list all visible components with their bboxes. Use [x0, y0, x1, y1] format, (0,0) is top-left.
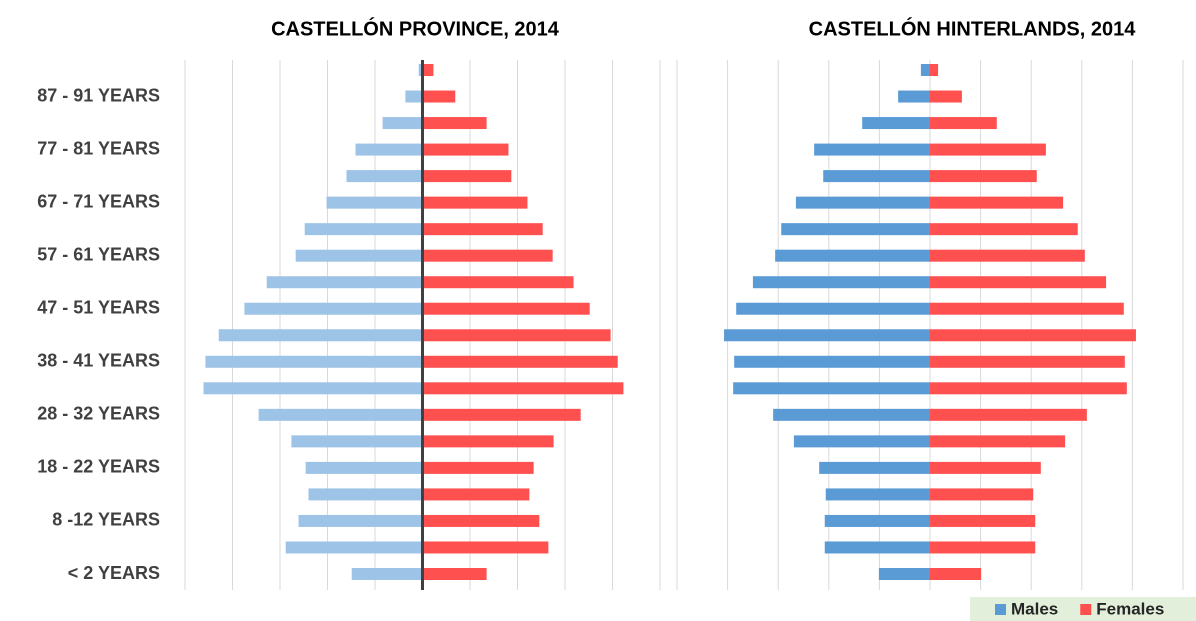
bar — [920, 64, 930, 76]
bar — [736, 302, 930, 315]
bar — [773, 408, 930, 421]
bar — [244, 302, 423, 315]
chart-title: CASTELLÓN PROVINCE, 2014 — [271, 16, 560, 40]
bar — [734, 355, 930, 368]
bar — [205, 355, 423, 368]
bar — [422, 541, 549, 554]
bar — [898, 90, 930, 103]
y-tick-label: 38 - 41 YEARS — [37, 351, 160, 371]
y-tick-label: < 2 YEARS — [68, 563, 160, 583]
bar — [824, 514, 930, 527]
bar — [930, 302, 1124, 315]
bar — [930, 223, 1078, 236]
bar — [930, 541, 1036, 554]
bar — [930, 355, 1125, 368]
bar — [285, 541, 423, 554]
bar — [422, 276, 574, 289]
bar — [382, 117, 423, 130]
bar — [781, 223, 930, 236]
y-tick-label: 18 - 22 YEARS — [37, 457, 160, 477]
bar — [422, 408, 581, 421]
bar — [422, 435, 554, 448]
bar — [878, 568, 930, 580]
bar — [422, 143, 509, 156]
chart-title: CASTELLÓN HINTERLANDS, 2014 — [809, 16, 1137, 40]
bar — [930, 64, 939, 76]
legend-swatch — [1080, 604, 1092, 615]
y-tick-label: 47 - 51 YEARS — [37, 297, 160, 317]
bar — [930, 329, 1136, 342]
bar — [823, 170, 930, 183]
bar — [930, 488, 1034, 501]
bar — [418, 64, 423, 76]
bar — [258, 408, 423, 421]
y-tick-label: 57 - 61 YEARS — [37, 244, 160, 264]
bar — [298, 514, 423, 527]
bar — [351, 568, 423, 580]
legend-label: Males — [1011, 599, 1058, 618]
bar — [930, 276, 1107, 289]
bar — [724, 329, 930, 342]
bar — [422, 64, 434, 76]
bar — [422, 329, 611, 342]
bar — [218, 329, 423, 342]
bar — [422, 568, 487, 580]
bar — [422, 170, 512, 183]
legend: Males Females — [995, 599, 1164, 618]
bar — [930, 382, 1127, 395]
bar — [405, 90, 423, 103]
bar — [422, 223, 543, 236]
bar — [422, 302, 590, 315]
bar — [752, 276, 930, 289]
bar — [733, 382, 930, 395]
bar — [295, 249, 423, 262]
bar — [422, 488, 530, 501]
y-tick-label: 8 -12 YEARS — [52, 510, 160, 530]
bar — [775, 249, 930, 262]
y-tick-label: 28 - 32 YEARS — [37, 404, 160, 424]
bar — [930, 196, 1064, 209]
y-tick-label: 77 - 81 YEARS — [37, 138, 160, 158]
y-tick-label: 67 - 71 YEARS — [37, 191, 160, 211]
bar — [930, 514, 1036, 527]
legend-label: Females — [1096, 599, 1164, 618]
bar — [346, 170, 423, 183]
bar — [930, 143, 1046, 156]
bar — [422, 90, 456, 103]
bar — [422, 382, 624, 395]
bar — [326, 196, 423, 209]
bar — [291, 435, 423, 448]
bar — [825, 488, 930, 501]
bar — [308, 488, 423, 501]
bar — [795, 196, 930, 209]
bar — [422, 249, 553, 262]
bar — [814, 143, 930, 156]
bar — [930, 117, 997, 130]
bar — [422, 117, 487, 130]
bar — [266, 276, 423, 289]
bar — [422, 355, 618, 368]
legend-swatch — [995, 604, 1006, 615]
bar — [304, 223, 423, 236]
bar — [930, 568, 982, 580]
bar — [930, 170, 1037, 183]
bar — [930, 249, 1085, 262]
bar — [355, 143, 423, 156]
bar — [305, 461, 423, 474]
bar — [422, 196, 528, 209]
y-tick-label: 87 - 91 YEARS — [37, 85, 160, 105]
bar — [862, 117, 930, 130]
bar — [819, 461, 930, 474]
bar — [930, 408, 1087, 421]
bar — [203, 382, 423, 395]
bar — [422, 461, 534, 474]
bar — [824, 541, 930, 554]
bar — [422, 514, 540, 527]
bar — [930, 461, 1041, 474]
bar — [793, 435, 930, 448]
bar — [930, 435, 1066, 448]
bar — [930, 90, 962, 103]
